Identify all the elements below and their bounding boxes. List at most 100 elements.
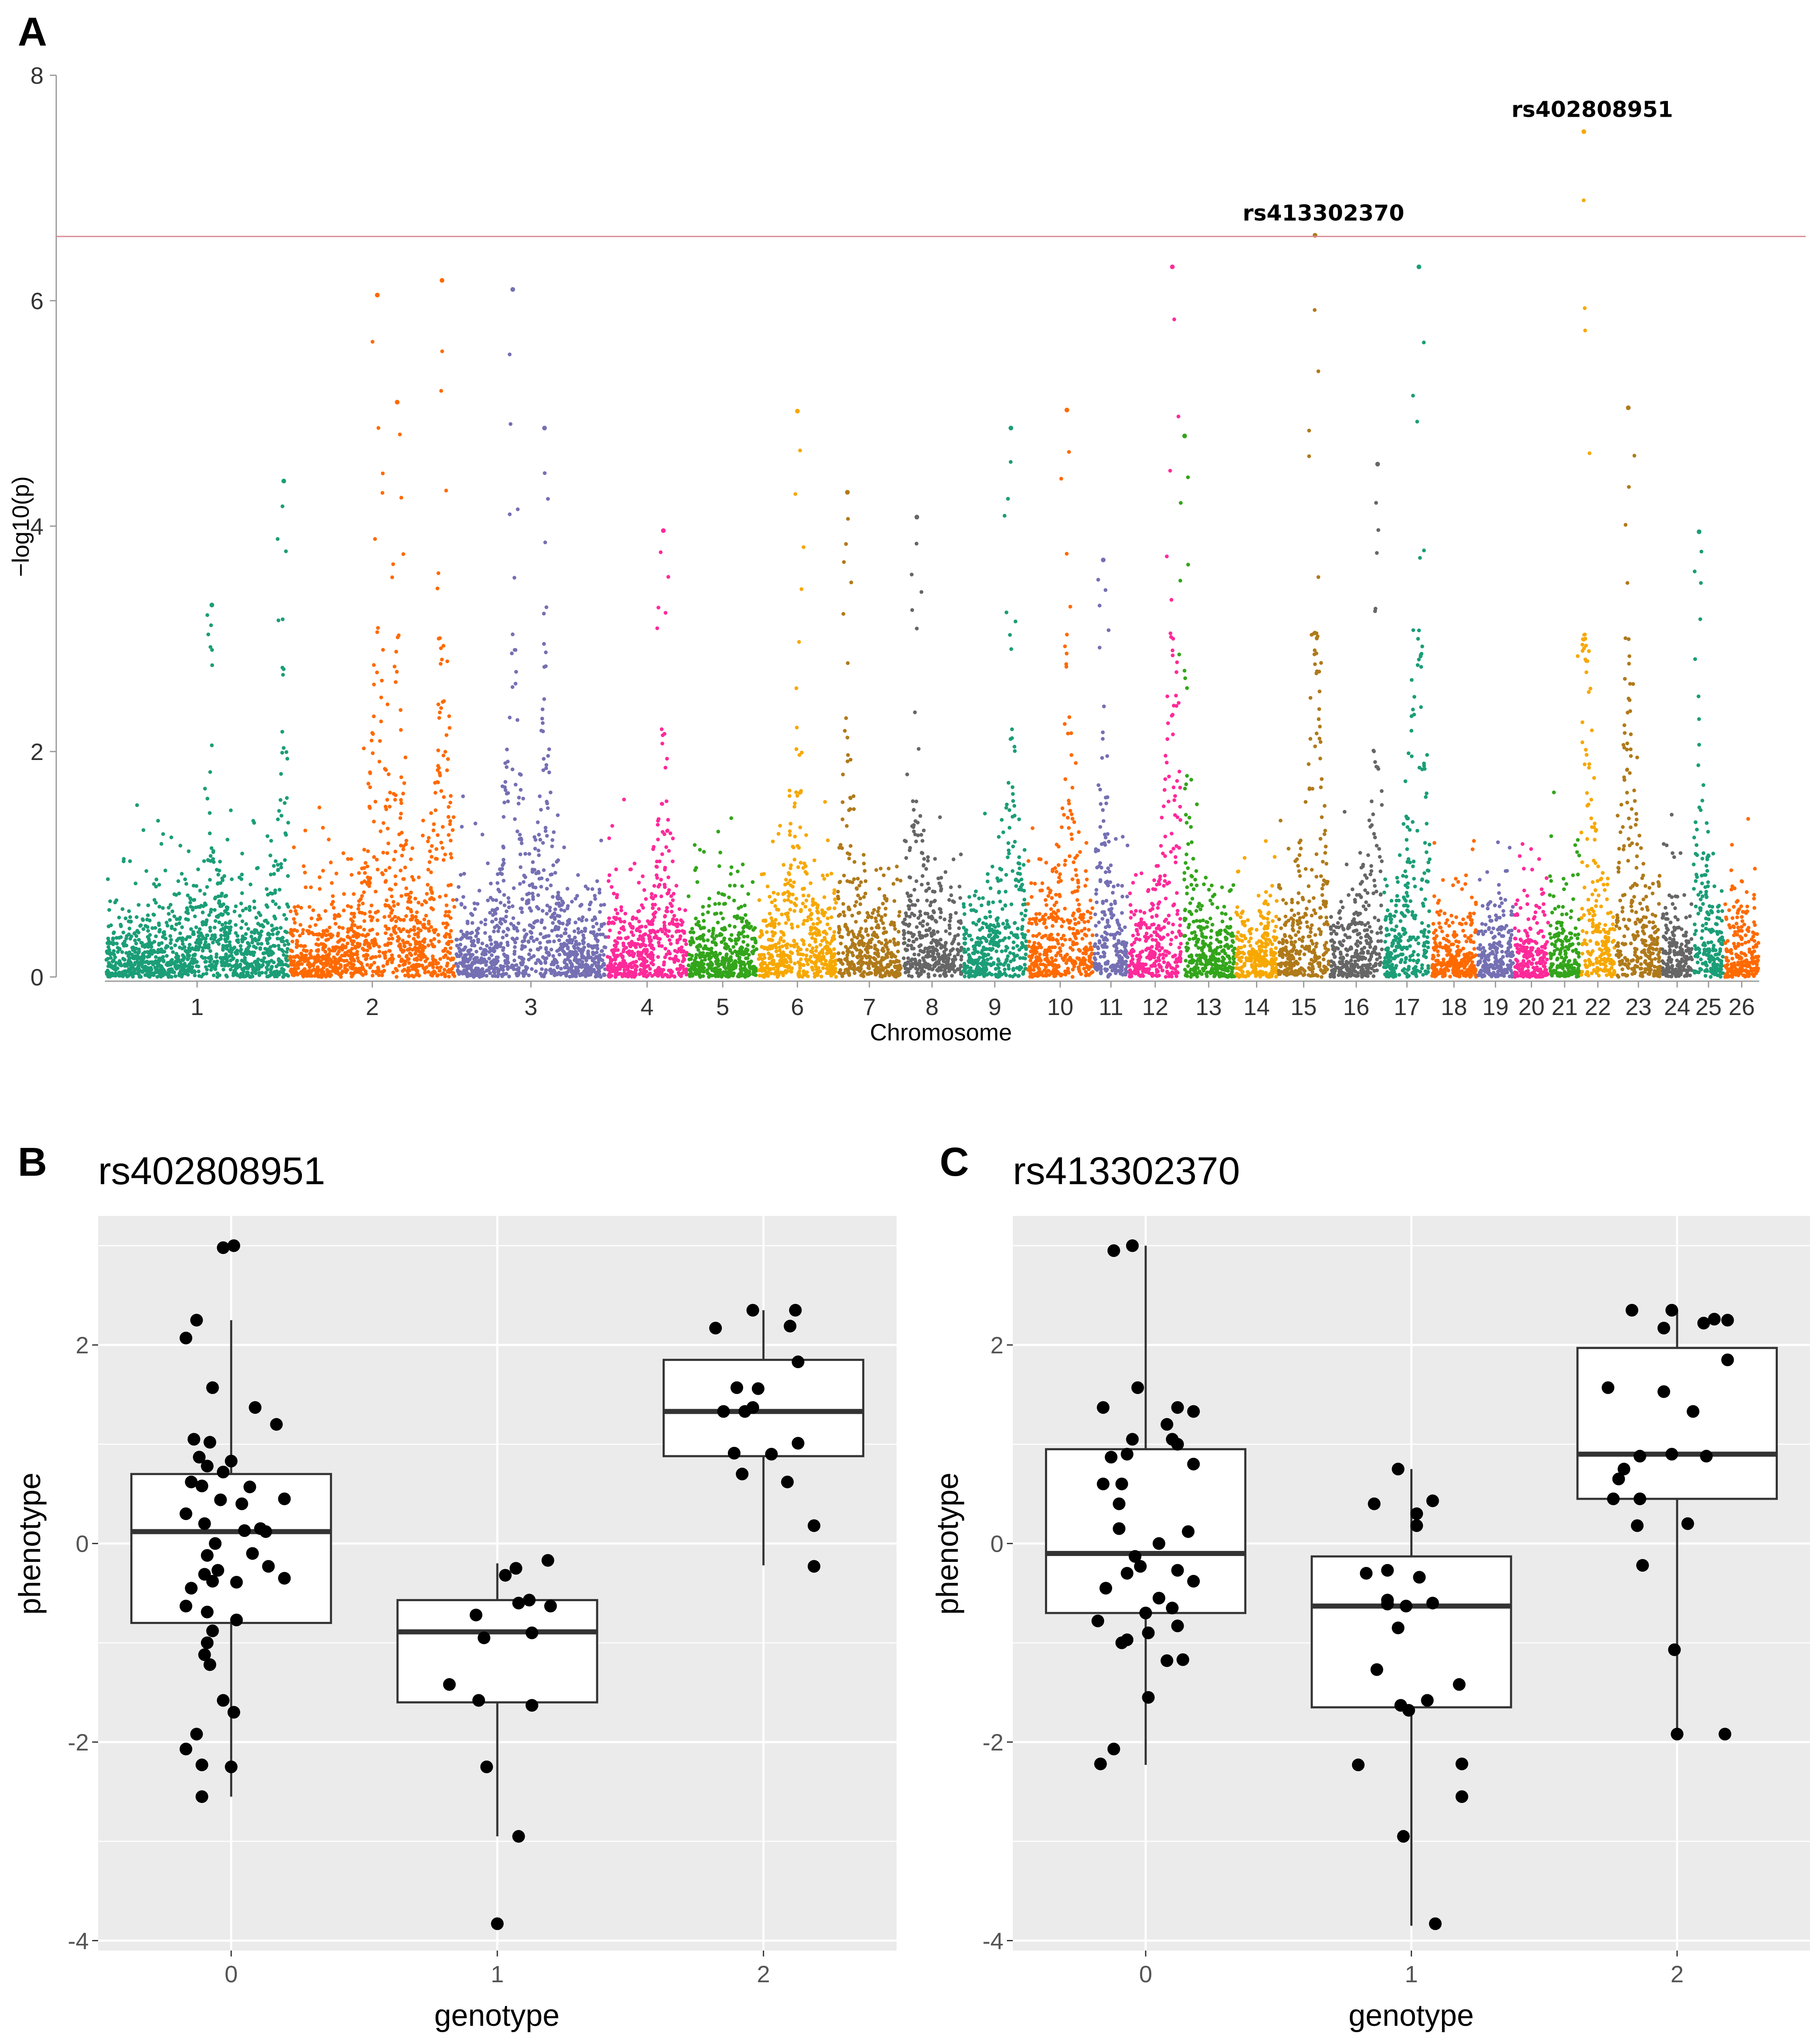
peak-tail-point: [1068, 604, 1072, 609]
data-point: [1097, 1477, 1110, 1490]
data-point: [201, 1549, 214, 1562]
peak-tail-point: [1096, 578, 1100, 582]
data-point: [1171, 1619, 1184, 1632]
data-point: [206, 1624, 219, 1638]
chromosome-10-points: [1026, 408, 1095, 979]
chromosome-4-points: [606, 528, 689, 979]
peak-tail-point: [1186, 562, 1190, 567]
peak-tail-point: [1067, 450, 1071, 454]
data-point: [230, 1576, 243, 1589]
data-point: [259, 1525, 272, 1538]
data-point: [1160, 1418, 1174, 1431]
data-point: [1631, 1519, 1644, 1532]
peak-tail-point: [1097, 645, 1102, 650]
data-point: [512, 1830, 525, 1843]
x-tick-label: 0: [1139, 1961, 1152, 1987]
peak-tail-point: [280, 617, 285, 621]
data-point: [1633, 1450, 1646, 1463]
peak-tail-point: [1374, 501, 1378, 505]
data-point: [1657, 1322, 1670, 1335]
chromosome-9-points: [962, 425, 1028, 979]
peak-tail-point: [435, 586, 439, 590]
data-point: [235, 1497, 248, 1510]
peak-tail-point: [439, 389, 443, 393]
data-point: [1182, 1525, 1195, 1538]
y-tick-label: -2: [982, 1729, 1004, 1756]
manhattan-y-tick-label: 2: [30, 738, 44, 765]
peak-tail-point: [1374, 606, 1378, 611]
manhattan-x-tick-label: 17: [1394, 993, 1420, 1020]
data-point: [190, 1728, 203, 1741]
manhattan-x-tick-label: 1: [190, 993, 203, 1020]
data-point: [1665, 1448, 1678, 1461]
data-point: [225, 1454, 238, 1468]
data-point: [243, 1480, 256, 1493]
data-point: [1670, 1728, 1684, 1741]
peak-point-chr16-0: [1375, 461, 1380, 466]
data-point: [765, 1448, 778, 1461]
peak-tail-point: [516, 507, 520, 511]
manhattan-x-tick-label: 19: [1482, 993, 1508, 1020]
peak-tail-point: [206, 632, 211, 637]
data-point: [1091, 1614, 1105, 1627]
x-tick-label: 1: [1405, 1961, 1418, 1987]
peak-tail-point: [1009, 460, 1013, 464]
y-tick-label: 2: [990, 1332, 1004, 1358]
data-point: [1381, 1597, 1394, 1611]
chromosome-13-points: [1177, 433, 1237, 979]
data-point: [214, 1493, 227, 1506]
peak-tail-point: [280, 504, 285, 508]
data-point: [238, 1524, 251, 1537]
peak-point-chr17-0: [1416, 264, 1421, 269]
peak-tail-point: [658, 550, 663, 554]
chromosome-24-points: [1660, 812, 1694, 979]
manhattan-y-tick-label: 6: [30, 288, 44, 314]
manhattan-x-tick-label: 5: [716, 993, 729, 1020]
chromosome-11-points: [1092, 557, 1130, 979]
data-point: [746, 1303, 760, 1317]
peak-tail-point: [1172, 317, 1176, 321]
peak-tail-point: [1168, 469, 1172, 473]
peak-tail-point: [664, 611, 668, 615]
data-point: [1171, 1401, 1184, 1414]
data-point: [1697, 1317, 1710, 1330]
data-point: [1160, 1654, 1174, 1667]
data-point: [807, 1519, 820, 1532]
peak-tail-point: [1165, 554, 1169, 559]
data-point: [1187, 1405, 1200, 1418]
data-point: [195, 1759, 208, 1772]
data-point: [201, 1636, 214, 1649]
peak-point-chr13-0: [1182, 433, 1187, 439]
peak-tail-point: [1177, 652, 1181, 656]
data-point: [217, 1465, 230, 1479]
chromosome-17-points: [1382, 264, 1432, 979]
manhattan-y-axis-title: −log10(p): [7, 476, 34, 577]
data-point: [179, 1331, 192, 1344]
peak-point-chr2-1: [395, 400, 400, 405]
data-point: [1455, 1757, 1468, 1770]
peak-tail-point: [1693, 657, 1697, 661]
data-point: [1094, 1757, 1107, 1770]
peak-tail-point: [841, 612, 845, 616]
manhattan-x-tick-label: 13: [1196, 993, 1222, 1020]
data-point: [1368, 1497, 1381, 1510]
peak-point-chr11-0: [1101, 557, 1106, 562]
data-point: [1107, 1742, 1120, 1756]
data-point: [179, 1742, 192, 1756]
peak-tail-point: [390, 575, 394, 579]
data-point: [1607, 1492, 1620, 1505]
peak-tail-point: [370, 340, 375, 344]
data-point: [792, 1355, 805, 1369]
y-tick-label: -4: [982, 1928, 1004, 1954]
peak-point-chr3-1: [542, 425, 547, 431]
data-point: [249, 1401, 262, 1414]
box-genotype-2: [1576, 1347, 1778, 1500]
data-point: [211, 1564, 225, 1577]
peak-tail-point: [914, 541, 919, 546]
peak-tail-point: [1625, 581, 1629, 585]
manhattan-x-tick-label: 11: [1099, 993, 1123, 1020]
data-point: [1657, 1385, 1670, 1398]
data-point: [206, 1575, 219, 1588]
